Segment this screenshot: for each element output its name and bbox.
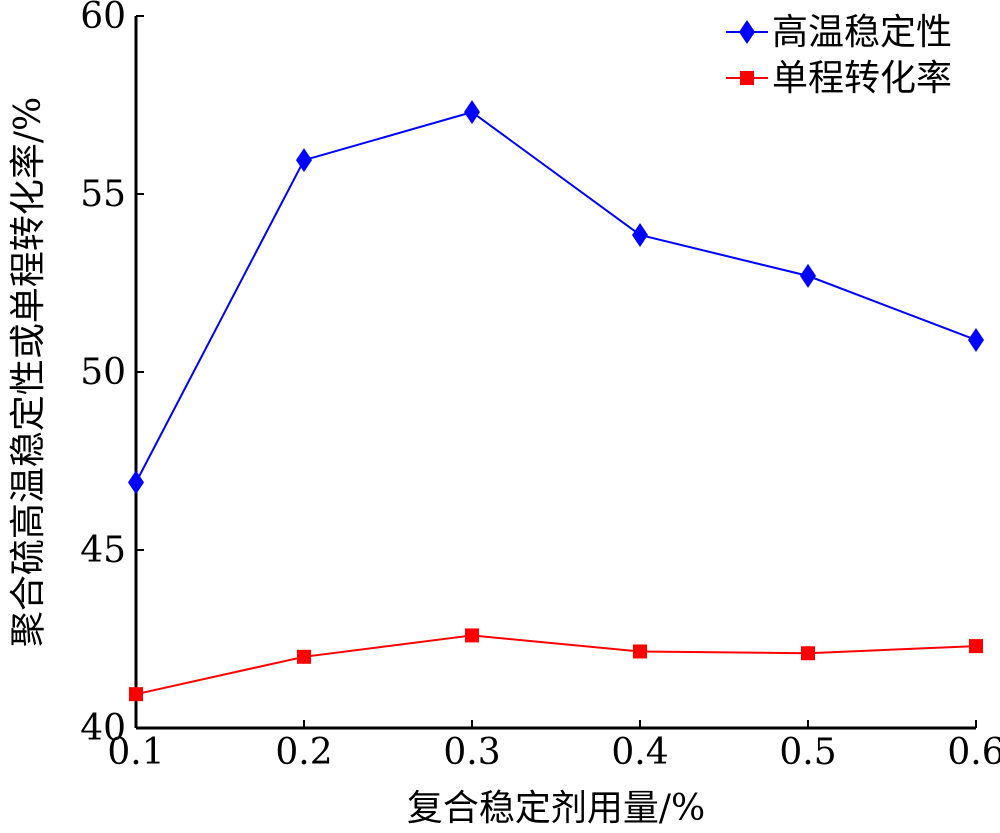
- legend-marker-square-icon: [740, 71, 754, 85]
- data-point-square: [801, 646, 815, 661]
- data-point-diamond: [296, 148, 312, 173]
- data-point-diamond: [128, 470, 144, 495]
- data-point-square: [969, 639, 983, 654]
- legend-label-single-pass-conversion: 单程转化率: [772, 58, 952, 99]
- legend-label-high-temp-stability: 高温稳定性: [772, 12, 952, 53]
- y-axis-title: 聚合硫高温稳定性或单程转化率/%: [8, 97, 49, 647]
- x-tick-label: 0.4: [611, 732, 668, 773]
- data-point-square: [633, 644, 647, 659]
- x-tick-label: 0.1: [107, 732, 164, 773]
- series-line-0: [135, 111, 977, 483]
- x-axis-title: 复合稳定剂用量/%: [407, 788, 705, 829]
- y-ticks: 40 45 50 55 60: [80, 0, 144, 749]
- legend-item-single-pass-conversion: 单程转化率: [726, 58, 952, 99]
- x-tick-label: 0.3: [443, 732, 500, 773]
- y-tick-label: 50: [80, 352, 126, 393]
- legend-marker-diamond-icon: [739, 20, 755, 44]
- data-point-diamond: [968, 327, 984, 352]
- legend-item-high-temp-stability: 高温稳定性: [726, 12, 952, 53]
- series-layer: [128, 100, 984, 702]
- series-line-1: [135, 634, 977, 696]
- data-point-square: [129, 687, 143, 702]
- x-tick-label: 0.2: [275, 732, 332, 773]
- x-ticks: 0.1 0.2 0.3 0.4 0.5 0.6: [107, 720, 1000, 773]
- data-point-diamond: [464, 100, 480, 125]
- y-tick-label: 40: [80, 708, 126, 749]
- y-tick-label: 55: [80, 174, 126, 215]
- data-point-square: [465, 628, 479, 643]
- y-tick-label: 60: [80, 0, 126, 37]
- plot-area: [134, 16, 976, 730]
- legend: 高温稳定性 单程转化率: [726, 12, 952, 99]
- x-tick-label: 0.5: [779, 732, 836, 773]
- y-tick-label: 45: [80, 530, 126, 571]
- data-point-diamond: [800, 263, 816, 288]
- data-point-square: [297, 649, 311, 664]
- data-point-diamond: [632, 222, 648, 247]
- x-tick-label: 0.6: [947, 732, 1000, 773]
